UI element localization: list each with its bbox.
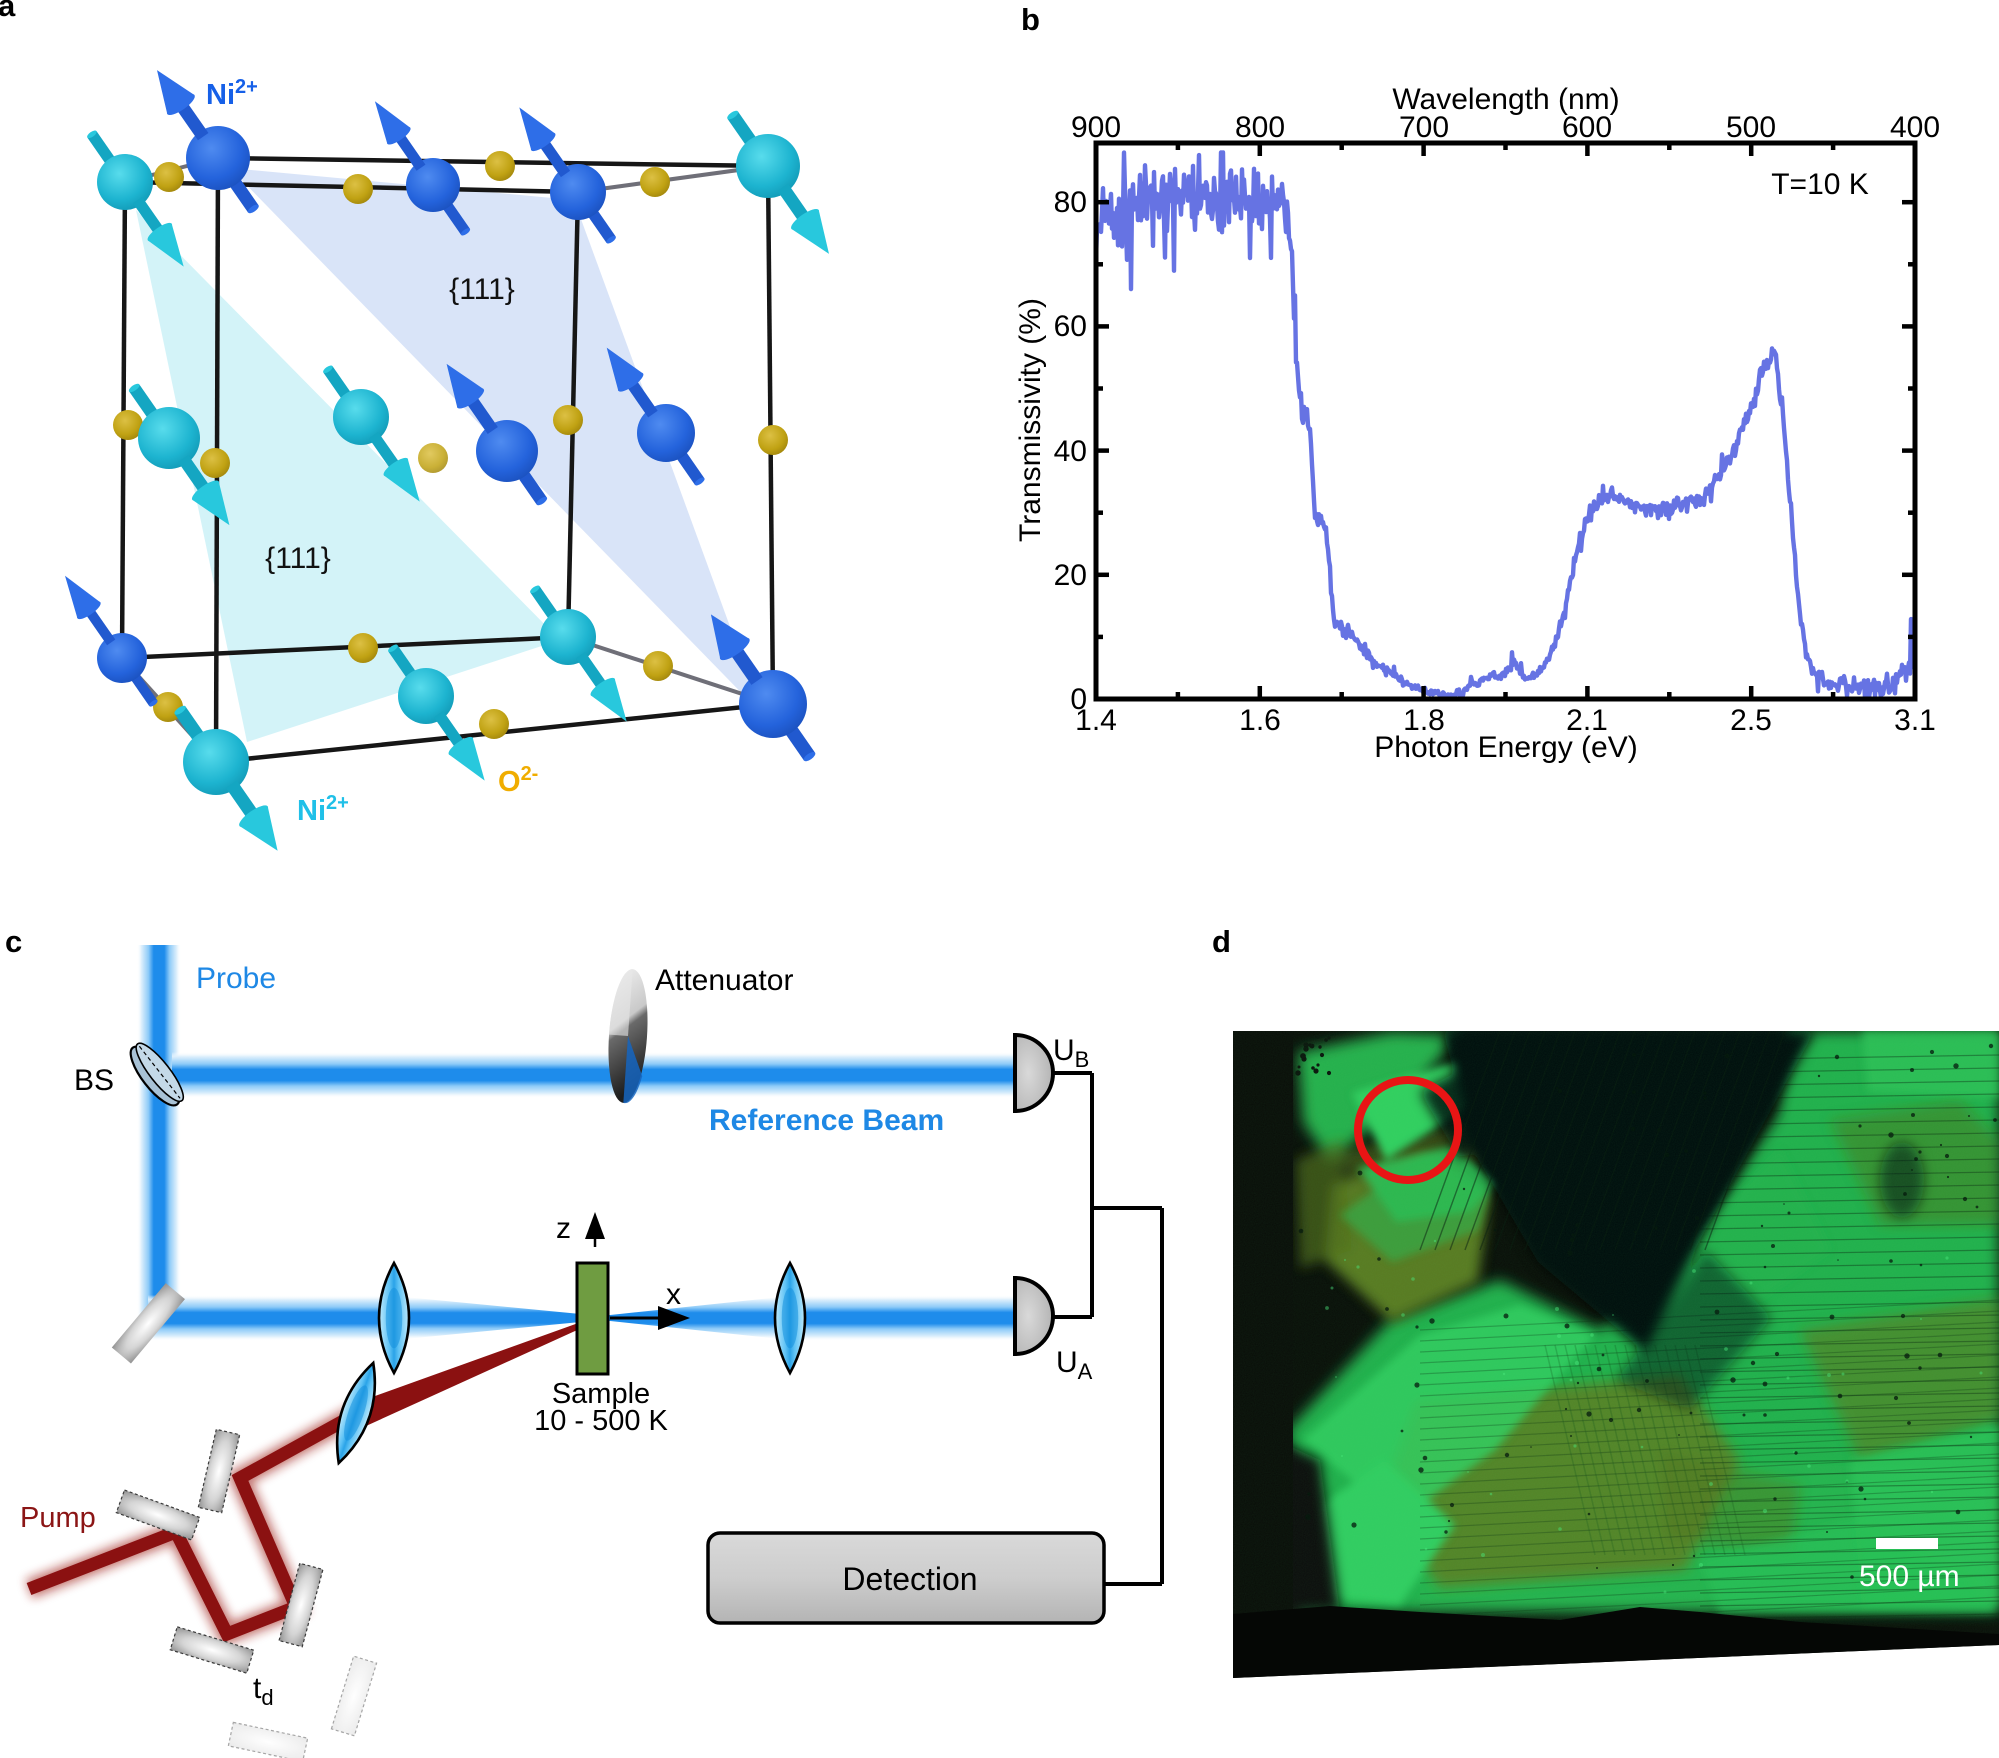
svg-text:d: d [1212, 924, 1231, 959]
svg-text:T=10 K: T=10 K [1771, 168, 1869, 201]
svg-text:40: 40 [1054, 435, 1087, 468]
svg-text:20: 20 [1054, 559, 1087, 592]
svg-text:500: 500 [1726, 111, 1776, 144]
svg-text:Pump: Pump [20, 1502, 96, 1534]
svg-text:500 µm: 500 µm [1859, 1560, 1960, 1593]
svg-text:O2-: O2- [498, 763, 538, 798]
svg-text:{111}: {111} [265, 542, 331, 575]
svg-text:1.4: 1.4 [1075, 704, 1117, 737]
svg-text:Photon Energy (eV): Photon Energy (eV) [1374, 731, 1637, 764]
svg-text:600: 600 [1562, 111, 1612, 144]
svg-text:Wavelength (nm): Wavelength (nm) [1392, 83, 1619, 116]
svg-text:z: z [556, 1212, 571, 1245]
svg-text:Reference Beam: Reference Beam [709, 1104, 944, 1137]
svg-text:10 - 500 K: 10 - 500 K [534, 1405, 668, 1437]
svg-text:BS: BS [74, 1064, 114, 1097]
svg-text:700: 700 [1399, 111, 1449, 144]
svg-text:900: 900 [1071, 111, 1121, 144]
svg-text:a: a [0, 0, 16, 23]
svg-text:60: 60 [1054, 310, 1087, 343]
svg-text:80: 80 [1054, 186, 1087, 219]
svg-text:Probe: Probe [196, 962, 276, 995]
svg-text:c: c [5, 924, 22, 959]
svg-text:Sample: Sample [552, 1378, 650, 1410]
svg-text:2.5: 2.5 [1730, 704, 1772, 737]
svg-text:1.6: 1.6 [1239, 704, 1281, 737]
svg-text:Attenuator: Attenuator [655, 964, 793, 997]
svg-text:UB: UB [1053, 1034, 1089, 1072]
svg-text:x: x [666, 1278, 681, 1311]
svg-text:{111}: {111} [449, 273, 515, 306]
svg-text:Detection: Detection [842, 1561, 977, 1597]
svg-text:400: 400 [1890, 111, 1940, 144]
svg-text:0: 0 [1070, 683, 1087, 716]
svg-text:2.1: 2.1 [1566, 704, 1608, 737]
svg-text:1.8: 1.8 [1403, 704, 1445, 737]
svg-text:3.1: 3.1 [1894, 704, 1936, 737]
svg-text:800: 800 [1235, 111, 1285, 144]
svg-text:b: b [1021, 2, 1040, 37]
svg-text:Transmissivity (%): Transmissivity (%) [1014, 298, 1047, 542]
